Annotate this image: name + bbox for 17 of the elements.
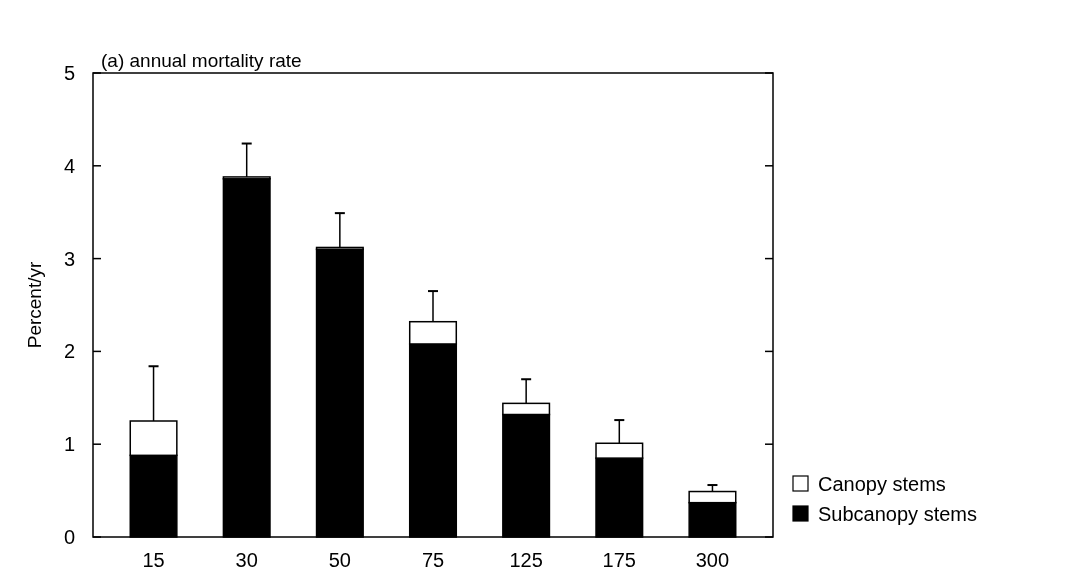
legend-label: Canopy stems [818, 473, 946, 495]
x-tick-label: 300 [695, 549, 730, 571]
x-tick-label: 75 [421, 549, 445, 571]
x-tick-label: 125 [509, 549, 543, 571]
y-tick-label: 3 [63, 247, 75, 270]
y-tick-label: 1 [63, 433, 75, 456]
y-tick-label: 0 [63, 526, 75, 548]
y-tick-label: 5 [63, 62, 75, 84]
legend-label: Subcanopy stems [818, 503, 977, 525]
x-tick-label: 175 [602, 549, 636, 571]
x-tick-label: 15 [142, 549, 165, 571]
chart-title: (a) annual mortality rate [101, 50, 302, 71]
y-axis-title: Percent/yr [24, 261, 45, 349]
x-tick-label: 30 [235, 549, 258, 571]
y-tick-label: 4 [63, 154, 75, 177]
x-tick-label: 50 [328, 549, 351, 571]
y-tick-label: 2 [63, 340, 75, 363]
